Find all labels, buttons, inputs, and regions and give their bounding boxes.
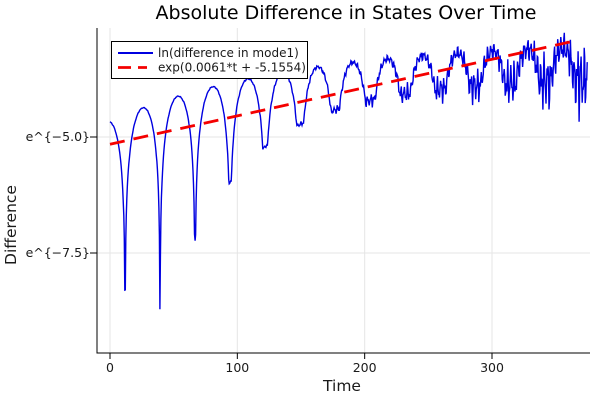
y-axis-label: Difference bbox=[2, 185, 20, 265]
x-tick-label-100: 100 bbox=[225, 360, 249, 375]
y-tick-label-e-7_5: e^{−7.5} bbox=[26, 245, 90, 260]
tick-labels: 0 100 200 300 e^{−5.0} e^{−7.5} bbox=[26, 129, 504, 375]
gridlines bbox=[97, 28, 590, 353]
x-axis-label: Time bbox=[322, 377, 361, 395]
legend-label-exp-fit: exp(0.0061*t + -5.1554) bbox=[158, 61, 306, 75]
x-tick-label-0: 0 bbox=[106, 360, 114, 375]
chart-title: Absolute Difference in States Over Time bbox=[156, 2, 537, 24]
legend: ln(difference in mode1) exp(0.0061*t + -… bbox=[111, 41, 308, 79]
axes bbox=[90, 28, 590, 359]
x-tick-label-300: 300 bbox=[480, 360, 504, 375]
legend-label-ln-difference: ln(difference in mode1) bbox=[158, 46, 299, 60]
y-tick-label-e-5: e^{−5.0} bbox=[26, 129, 90, 144]
legend-box bbox=[111, 41, 308, 79]
series-exp-fit-line bbox=[109, 38, 578, 146]
x-tick-label-200: 200 bbox=[353, 360, 377, 375]
